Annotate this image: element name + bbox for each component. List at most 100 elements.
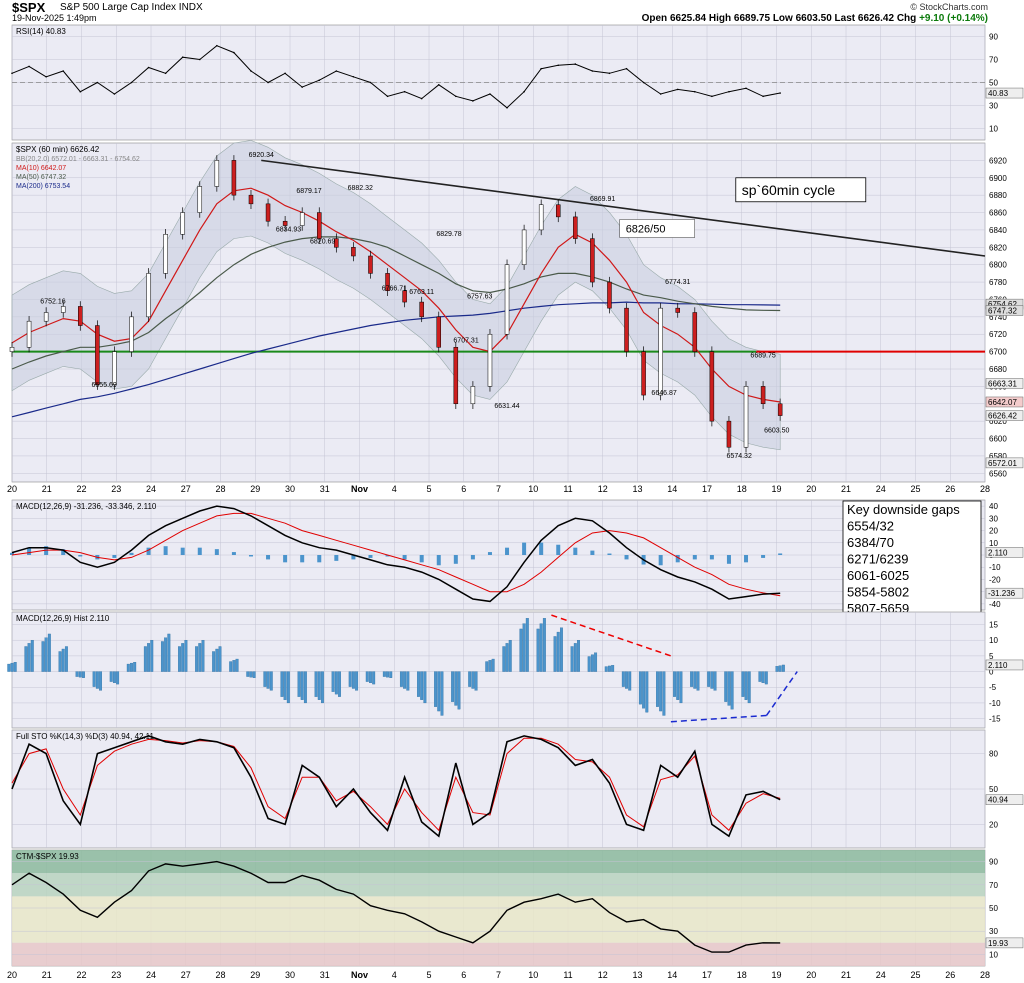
hist-bar [693, 671, 697, 689]
macd-y-tick: 20 [989, 527, 998, 536]
hist-bar [41, 641, 45, 672]
x-tick-label: 26 [945, 970, 955, 980]
price-y-tick: 6920 [989, 156, 1007, 165]
hist-bar [58, 651, 62, 672]
hist-bar [269, 671, 273, 691]
open-value: 6625.84 [669, 13, 707, 24]
rsi-point [11, 72, 13, 75]
x-tick-label: 31 [320, 970, 330, 980]
hist-bar [437, 671, 441, 712]
candle-body [78, 306, 83, 326]
hist-bar [457, 671, 461, 710]
candle-body [317, 212, 322, 239]
rsi-point [540, 67, 542, 70]
hist-bar [621, 671, 625, 687]
hist-bar [297, 671, 301, 697]
macd-hist-bar [419, 555, 424, 563]
hist-bar [7, 663, 11, 672]
macd-hist-bar [436, 555, 441, 566]
brand: © StockCharts.com [910, 2, 988, 12]
x-tick-label: 10 [528, 484, 538, 494]
hist-bar [280, 671, 284, 697]
ctm-line [11, 860, 781, 953]
macd-hist-bar [675, 555, 680, 563]
macd-hist-bar [78, 555, 83, 557]
hist-bar [403, 671, 407, 689]
low-value: 6603.50 [795, 13, 832, 24]
hist-bar [730, 671, 734, 710]
x-tick-label: 6 [461, 970, 466, 980]
rsi-point [130, 81, 133, 84]
price-legend-item: MA(10) 6642.07 [16, 165, 66, 172]
hist-bar [434, 671, 438, 707]
x-tick-label: 21 [42, 484, 52, 494]
rsi-point [591, 70, 594, 72]
hist-bar [178, 646, 181, 672]
candle-body [231, 160, 237, 196]
price-label: 6757.63 [467, 294, 492, 301]
candle-body [641, 351, 646, 396]
key-gaps-line: 6384/70 [847, 535, 894, 550]
macd-hist-bar [607, 553, 612, 555]
rsi-line [11, 45, 781, 109]
macd-hist-bar [402, 555, 407, 560]
macd-hist-bar [778, 553, 783, 555]
hist-bar [604, 666, 608, 672]
rsi-point [455, 95, 457, 98]
price-label: 6820.69 [310, 239, 335, 246]
hist-bar [263, 671, 267, 687]
hist-bar [625, 671, 628, 689]
ctm-y-tick: 30 [989, 927, 998, 936]
hist-bar [590, 654, 594, 672]
candle-body [299, 212, 305, 226]
price-y-tick: 6820 [989, 243, 1007, 252]
price-right-label-tag [985, 378, 1024, 389]
hist-bar [64, 646, 68, 672]
candle-body [248, 194, 254, 205]
macd-right-label-tag [985, 587, 1024, 599]
rsi-point [28, 65, 30, 68]
x-tick-label: Nov [351, 484, 368, 494]
rsi-point [181, 56, 184, 58]
hist-bar [82, 671, 85, 678]
x-tick-label: 27 [181, 970, 191, 980]
hist-bar [662, 671, 666, 716]
hist-bar [707, 671, 711, 687]
macd-hist-bar [231, 552, 236, 555]
price-right-label: 6626.42 [988, 412, 1017, 421]
x-tick-label: 4 [392, 970, 397, 980]
candle-body [521, 229, 527, 265]
candle-body [402, 290, 407, 303]
hist-bar [266, 671, 270, 689]
macd-hist-bar [27, 547, 32, 555]
candle-body [538, 204, 544, 231]
rsi-point [318, 79, 321, 81]
hist-bar [587, 656, 591, 672]
candle-body [709, 351, 715, 422]
x-tick-label: 18 [737, 484, 747, 494]
key-gaps-line: 6554/32 [847, 519, 894, 534]
price-y-tick: 6680 [989, 365, 1007, 374]
hist-bar [181, 643, 185, 672]
instrument-name: S&P 500 Large Cap Index INDX [60, 2, 203, 13]
ma200-line [11, 301, 781, 418]
x-tick-label: 11 [563, 970, 572, 980]
sto-y-tick: 50 [989, 785, 998, 794]
hist-bar [133, 662, 137, 672]
hist-bar [642, 671, 646, 709]
hist-bar [724, 671, 728, 702]
hist-bar [184, 640, 188, 672]
candle-body [726, 420, 732, 448]
macd-hist-bar [163, 546, 168, 555]
macd-hist-bar [197, 547, 202, 555]
candle-body [590, 238, 595, 283]
hist-bar [761, 671, 765, 684]
macd-hist-bar [248, 555, 253, 557]
rsi-point [659, 93, 662, 95]
hist-bar [232, 660, 236, 672]
rsi-point [523, 90, 525, 93]
macd-right-label: -31.236 [988, 589, 1016, 598]
key-gaps-line: 6271/6239 [847, 552, 908, 567]
hist-bar [440, 671, 444, 716]
hist-bar [338, 671, 341, 697]
